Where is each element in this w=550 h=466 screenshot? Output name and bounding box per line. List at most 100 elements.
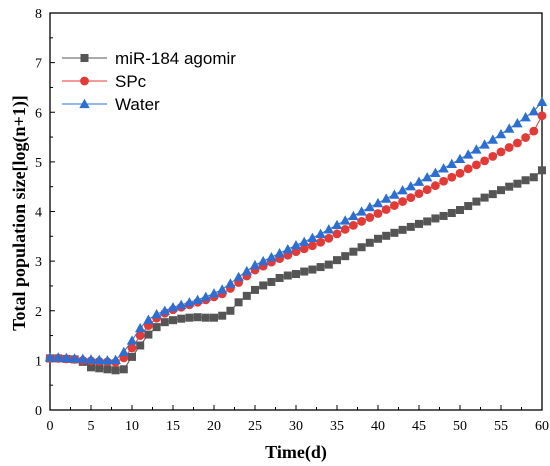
data-point (235, 298, 243, 306)
data-point (349, 248, 357, 256)
series-circle (46, 111, 547, 366)
data-point (218, 312, 226, 320)
data-point (529, 127, 538, 136)
data-point (530, 173, 538, 181)
data-point (538, 166, 546, 174)
data-point (308, 241, 317, 250)
data-point (440, 212, 448, 220)
data-point (325, 261, 333, 269)
legend-marker (79, 99, 89, 108)
data-point (382, 232, 390, 240)
data-point (226, 307, 234, 315)
y-tick-label: 8 (35, 7, 42, 22)
data-point (143, 314, 153, 323)
data-point (479, 139, 489, 148)
data-point (538, 111, 547, 120)
x-tick-label: 50 (453, 419, 467, 434)
data-point (333, 256, 341, 264)
y-axis-title: Total population size[log(n+1)] (9, 95, 30, 331)
data-point (210, 314, 218, 322)
data-point (276, 274, 284, 282)
y-tick-label: 3 (35, 255, 42, 270)
x-tick-label: 40 (371, 419, 385, 434)
data-point (463, 149, 473, 158)
data-point (160, 306, 170, 315)
data-point (537, 97, 547, 106)
data-point (365, 213, 374, 222)
data-point (341, 225, 350, 234)
data-point (423, 185, 432, 194)
y-tick-label: 0 (35, 404, 42, 419)
x-tick-label: 10 (125, 419, 139, 434)
data-point (447, 159, 457, 168)
data-point (292, 270, 300, 278)
legend-item: SPc (62, 72, 147, 91)
data-point (194, 313, 202, 321)
data-point (202, 314, 210, 322)
data-point (324, 234, 333, 243)
data-point (144, 331, 152, 339)
data-point (120, 365, 128, 373)
data-point (464, 164, 473, 173)
data-point (448, 209, 456, 217)
data-point (406, 193, 415, 202)
data-point (153, 323, 161, 331)
x-tick-label: 20 (207, 419, 221, 434)
data-point (177, 315, 185, 323)
data-point (480, 156, 489, 165)
data-point (431, 214, 439, 222)
data-point (513, 139, 522, 148)
data-point (112, 366, 120, 374)
x-tick-label: 35 (330, 419, 344, 434)
data-point (357, 217, 366, 226)
data-point (456, 169, 465, 178)
legend: miR-184 agomir SPc Water (62, 49, 236, 114)
data-point (225, 278, 235, 287)
data-point (316, 238, 325, 247)
data-point (374, 209, 383, 218)
data-point (431, 181, 440, 190)
data-point (390, 201, 399, 210)
data-point (201, 292, 211, 301)
legend-label: miR-184 agomir (115, 49, 236, 68)
data-point (192, 295, 202, 304)
data-point (439, 177, 448, 186)
data-point (472, 198, 480, 206)
data-point (242, 266, 252, 275)
legend-label: Water (115, 95, 160, 114)
y-tick-label: 1 (35, 354, 42, 369)
data-point (284, 272, 292, 280)
data-point (103, 365, 111, 373)
data-point (471, 144, 481, 153)
data-point (382, 205, 391, 214)
legend-item: miR-184 agomir (62, 49, 236, 68)
data-point (317, 263, 325, 271)
data-point (398, 197, 407, 206)
y-tick-label: 2 (35, 305, 42, 320)
data-point (407, 223, 415, 231)
legend-marker (81, 54, 89, 62)
x-tick-label: 0 (47, 419, 54, 434)
data-point (497, 148, 506, 157)
data-point (151, 309, 161, 318)
y-tick-label: 4 (35, 206, 42, 221)
legend-item: Water (62, 95, 160, 114)
y-tick-label: 7 (35, 57, 42, 72)
x-tick-label: 30 (289, 419, 303, 434)
y-tick-label: 6 (35, 106, 42, 121)
data-point (488, 134, 498, 143)
data-point (423, 217, 431, 225)
series-square (46, 166, 546, 374)
data-point (259, 281, 267, 289)
data-point (464, 202, 472, 210)
data-point (415, 220, 423, 228)
data-point (341, 252, 349, 260)
x-tick-label: 15 (166, 419, 180, 434)
data-point (390, 229, 398, 237)
data-point (522, 176, 530, 184)
data-point (415, 189, 424, 198)
data-point (504, 123, 514, 132)
x-tick-label: 5 (88, 419, 95, 434)
x-axis-title: Time(d) (265, 442, 327, 463)
